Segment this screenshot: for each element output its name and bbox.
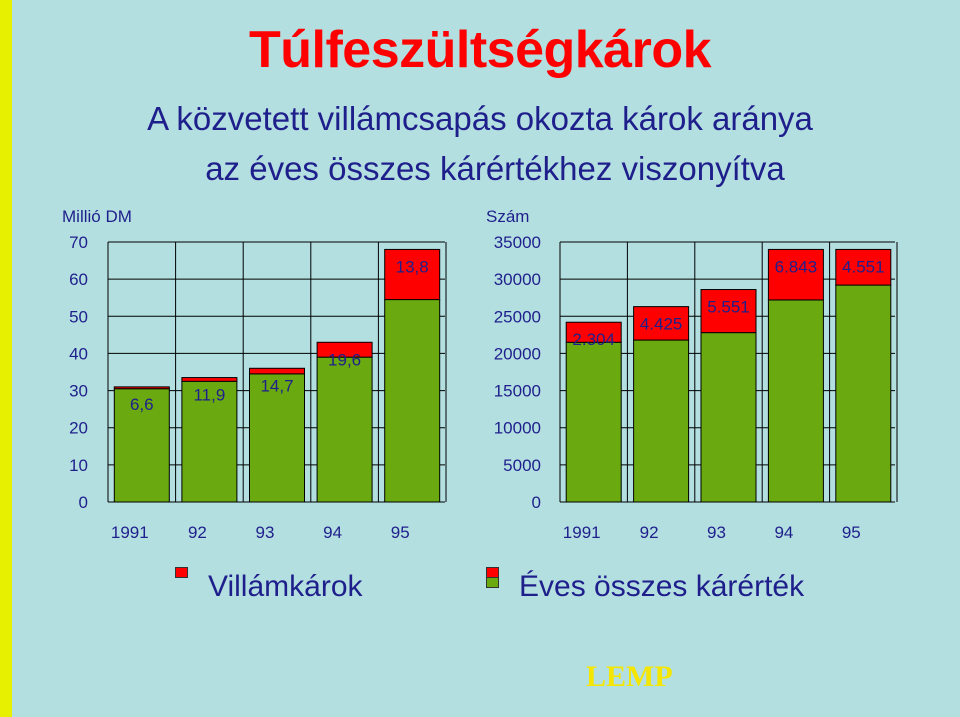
chart-1-data-label: 6,6 <box>130 395 154 414</box>
chart-2-data-label: 4.425 <box>640 315 683 334</box>
chart-2-data-label: 4.551 <box>842 257 885 276</box>
chart-1-ylabel: Millió DM <box>62 207 132 226</box>
chart-2-bar-total <box>767 299 824 503</box>
chart-2-bar-lightning <box>835 248 892 286</box>
chart-2-data-label: 2.304 <box>572 330 615 349</box>
chart-2-bar-lightning <box>633 306 690 341</box>
chart-1-ytick: 70 <box>69 233 88 252</box>
chart-2-xtick: 92 <box>640 523 659 542</box>
chart-2-ytick: 5000 <box>503 456 541 475</box>
legend-item-villamkarok: Villámkárok <box>175 567 363 604</box>
chart-1-ytick: 10 <box>69 456 88 475</box>
subtitle-line-1: A közvetett villámcsapás okozta károk ar… <box>147 100 813 137</box>
chart-2-bar-lightning <box>767 248 824 301</box>
lemp-logo: LEMP <box>586 660 673 693</box>
chart-1-xtick: 95 <box>391 523 410 542</box>
chart-2-bar-lightning <box>565 321 622 343</box>
legend-label-eves-osszes: Éves összes kárérték <box>519 570 805 603</box>
chart-1-bar-total <box>384 299 441 503</box>
chart-2-bar-total <box>565 341 622 503</box>
subtitle-line-2: az éves összes kárértékhez viszonyítva <box>205 150 785 187</box>
chart-2-ytick: 20000 <box>494 344 541 363</box>
chart-2-data-label: 5.551 <box>707 298 750 317</box>
chart-2-xtick: 94 <box>774 523 793 542</box>
chart-1-data-label: 14,7 <box>260 376 293 395</box>
chart-2-ytick: 25000 <box>494 307 541 326</box>
chart-1-data-label: 11,9 <box>193 386 225 405</box>
legend-label-villamkarok: Villámkárok <box>208 570 363 603</box>
legend-swatch-red-green <box>486 567 499 588</box>
chart-1-ytick: 20 <box>69 419 88 438</box>
chart-1-ytick: 30 <box>69 382 88 401</box>
chart-1-ytick: 60 <box>69 270 88 289</box>
chart-1-bar-lightning <box>181 377 238 382</box>
chart-1-data-label: 13,8 <box>396 257 429 276</box>
chart-1-ytick: 40 <box>69 344 88 363</box>
chart-1-xtick: 93 <box>256 523 275 542</box>
chart-1-data-label: 19,6 <box>328 350 361 369</box>
chart-1-bar-lightning <box>316 341 373 358</box>
chart-1-xtick: 92 <box>188 523 207 542</box>
chart-1-bar-total <box>316 356 373 503</box>
chart-1-bar-lightning <box>384 248 441 301</box>
chart-1-bar-lightning <box>113 386 170 390</box>
chart-2-bar-total <box>835 284 892 503</box>
chart-2-ytick: 35000 <box>494 233 541 252</box>
chart-1-bar-total <box>249 373 305 503</box>
chart-2-data-label: 6.843 <box>775 257 818 276</box>
chart-1-bar-lightning <box>249 367 305 375</box>
page-title: Túlfeszültségkárok <box>248 21 712 79</box>
chart-2-xtick: 93 <box>707 523 726 542</box>
chart-2-ytick: 10000 <box>494 419 541 438</box>
chart-2-xtick: 95 <box>842 523 861 542</box>
chart-2-ytick: 0 <box>532 493 541 512</box>
chart-1-bar-total <box>181 380 238 503</box>
legend-swatch-red <box>175 567 188 578</box>
chart-1-bar-total <box>113 388 170 503</box>
chart-1-ytick: 50 <box>69 307 88 326</box>
legend-item-eves-osszes: Éves összes kárérték <box>486 567 804 604</box>
chart-2-bar-total <box>700 332 757 503</box>
chart-2-xtick: 1991 <box>563 523 601 542</box>
chart-2-ytick: 15000 <box>494 382 541 401</box>
chart-1-ytick: 0 <box>79 493 88 512</box>
chart-2-ytick: 30000 <box>494 270 541 289</box>
left-accent-bar <box>0 0 12 717</box>
chart-2-ylabel: Szám <box>486 207 529 226</box>
chart-1-xtick: 94 <box>323 523 342 542</box>
chart-2-bar-total <box>633 339 690 503</box>
chart-2-bar-lightning <box>700 289 757 334</box>
chart-1-xtick: 1991 <box>111 523 149 542</box>
